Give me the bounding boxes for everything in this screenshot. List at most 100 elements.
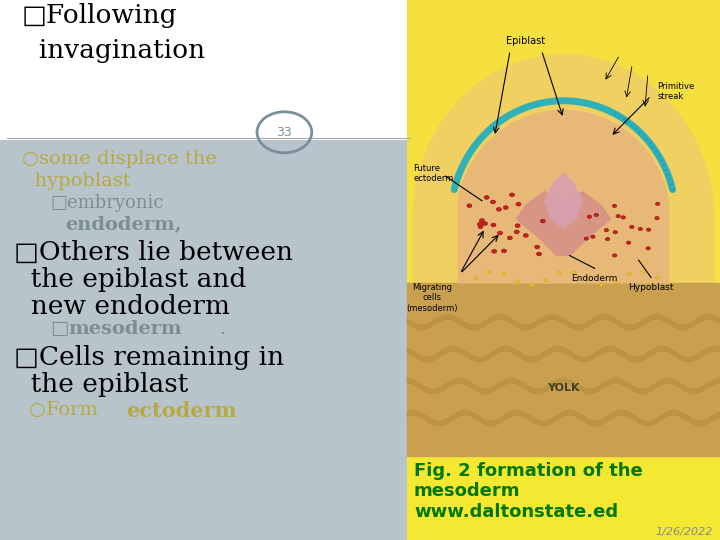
- Polygon shape: [458, 110, 669, 283]
- Text: YOLK: YOLK: [547, 383, 580, 393]
- Circle shape: [590, 235, 595, 238]
- Circle shape: [638, 131, 642, 133]
- Circle shape: [630, 225, 634, 228]
- Circle shape: [490, 200, 495, 204]
- Text: invagination: invagination: [22, 38, 204, 63]
- Circle shape: [667, 173, 670, 176]
- Text: Future
ectoderm: Future ectoderm: [413, 164, 454, 183]
- Text: the epiblast and: the epiblast and: [14, 267, 247, 292]
- Circle shape: [498, 231, 503, 235]
- Circle shape: [631, 124, 634, 126]
- Circle shape: [642, 271, 645, 273]
- Circle shape: [514, 230, 519, 234]
- Circle shape: [558, 272, 562, 274]
- Circle shape: [516, 280, 520, 283]
- Circle shape: [628, 273, 631, 276]
- Circle shape: [647, 228, 651, 231]
- Polygon shape: [413, 55, 714, 296]
- Text: ectoderm: ectoderm: [126, 401, 237, 421]
- Circle shape: [654, 151, 657, 153]
- Circle shape: [540, 219, 545, 223]
- Text: the epiblast: the epiblast: [14, 372, 189, 396]
- Circle shape: [502, 272, 505, 275]
- Circle shape: [655, 276, 660, 279]
- Circle shape: [594, 213, 598, 217]
- Circle shape: [503, 206, 508, 210]
- Circle shape: [626, 241, 631, 244]
- Polygon shape: [544, 173, 582, 228]
- Circle shape: [626, 121, 630, 123]
- Polygon shape: [516, 192, 611, 255]
- Circle shape: [645, 138, 649, 140]
- Text: mesoderm: mesoderm: [68, 320, 182, 338]
- Circle shape: [478, 225, 483, 228]
- Text: ○Form: ○Form: [29, 401, 110, 418]
- Circle shape: [508, 236, 513, 240]
- Circle shape: [634, 127, 638, 130]
- Circle shape: [642, 134, 645, 137]
- Text: □Cells remaining in: □Cells remaining in: [14, 345, 284, 369]
- Text: Endoderm: Endoderm: [572, 274, 618, 283]
- Circle shape: [516, 202, 521, 206]
- Circle shape: [662, 164, 665, 166]
- Circle shape: [621, 216, 626, 219]
- Circle shape: [613, 254, 617, 257]
- Circle shape: [660, 159, 663, 162]
- Circle shape: [523, 234, 528, 238]
- Circle shape: [613, 231, 618, 234]
- Circle shape: [671, 188, 674, 191]
- Text: endoderm,: endoderm,: [65, 216, 181, 234]
- Text: Fig. 2 formation of the
mesoderm
www.daltonstate.ed: Fig. 2 formation of the mesoderm www.dal…: [414, 462, 643, 521]
- Circle shape: [655, 202, 660, 205]
- Circle shape: [544, 279, 547, 282]
- Circle shape: [657, 155, 660, 157]
- Circle shape: [612, 204, 617, 207]
- Text: □: □: [50, 320, 69, 338]
- Circle shape: [616, 214, 621, 218]
- Text: □Following: □Following: [22, 3, 177, 28]
- Text: new endoderm: new endoderm: [14, 294, 230, 319]
- Text: Epiblast: Epiblast: [506, 36, 545, 45]
- Circle shape: [530, 284, 534, 287]
- Circle shape: [496, 207, 501, 211]
- Circle shape: [613, 281, 617, 284]
- Text: 1/26/2022: 1/26/2022: [655, 527, 713, 537]
- Circle shape: [467, 204, 472, 207]
- Circle shape: [618, 116, 621, 118]
- Text: ○some displace the: ○some displace the: [22, 150, 217, 168]
- Circle shape: [665, 168, 667, 171]
- Circle shape: [536, 252, 541, 256]
- Circle shape: [649, 142, 652, 145]
- Circle shape: [652, 146, 654, 148]
- FancyBboxPatch shape: [407, 456, 720, 540]
- FancyBboxPatch shape: [0, 0, 421, 140]
- Circle shape: [585, 278, 590, 281]
- Text: .: .: [220, 320, 226, 338]
- Text: 33: 33: [276, 126, 292, 139]
- Circle shape: [535, 245, 540, 249]
- Circle shape: [572, 271, 575, 274]
- Circle shape: [492, 249, 497, 253]
- Circle shape: [614, 113, 617, 115]
- Circle shape: [668, 178, 671, 181]
- Circle shape: [477, 222, 482, 226]
- FancyBboxPatch shape: [407, 0, 720, 456]
- Text: Hypoblast: Hypoblast: [629, 283, 674, 292]
- Circle shape: [654, 217, 660, 220]
- Circle shape: [487, 271, 492, 273]
- Circle shape: [474, 277, 477, 280]
- Circle shape: [491, 223, 496, 227]
- Circle shape: [515, 224, 520, 227]
- Circle shape: [600, 284, 603, 286]
- Circle shape: [606, 238, 610, 241]
- Circle shape: [604, 228, 608, 232]
- Polygon shape: [407, 283, 720, 456]
- Text: Primitive
streak: Primitive streak: [657, 82, 695, 101]
- Text: □Others lie between: □Others lie between: [14, 240, 294, 265]
- Text: hypoblast: hypoblast: [22, 172, 130, 190]
- Circle shape: [638, 227, 642, 231]
- Circle shape: [646, 247, 650, 250]
- Circle shape: [482, 222, 487, 226]
- Circle shape: [501, 249, 506, 253]
- Text: □embryonic: □embryonic: [50, 194, 164, 212]
